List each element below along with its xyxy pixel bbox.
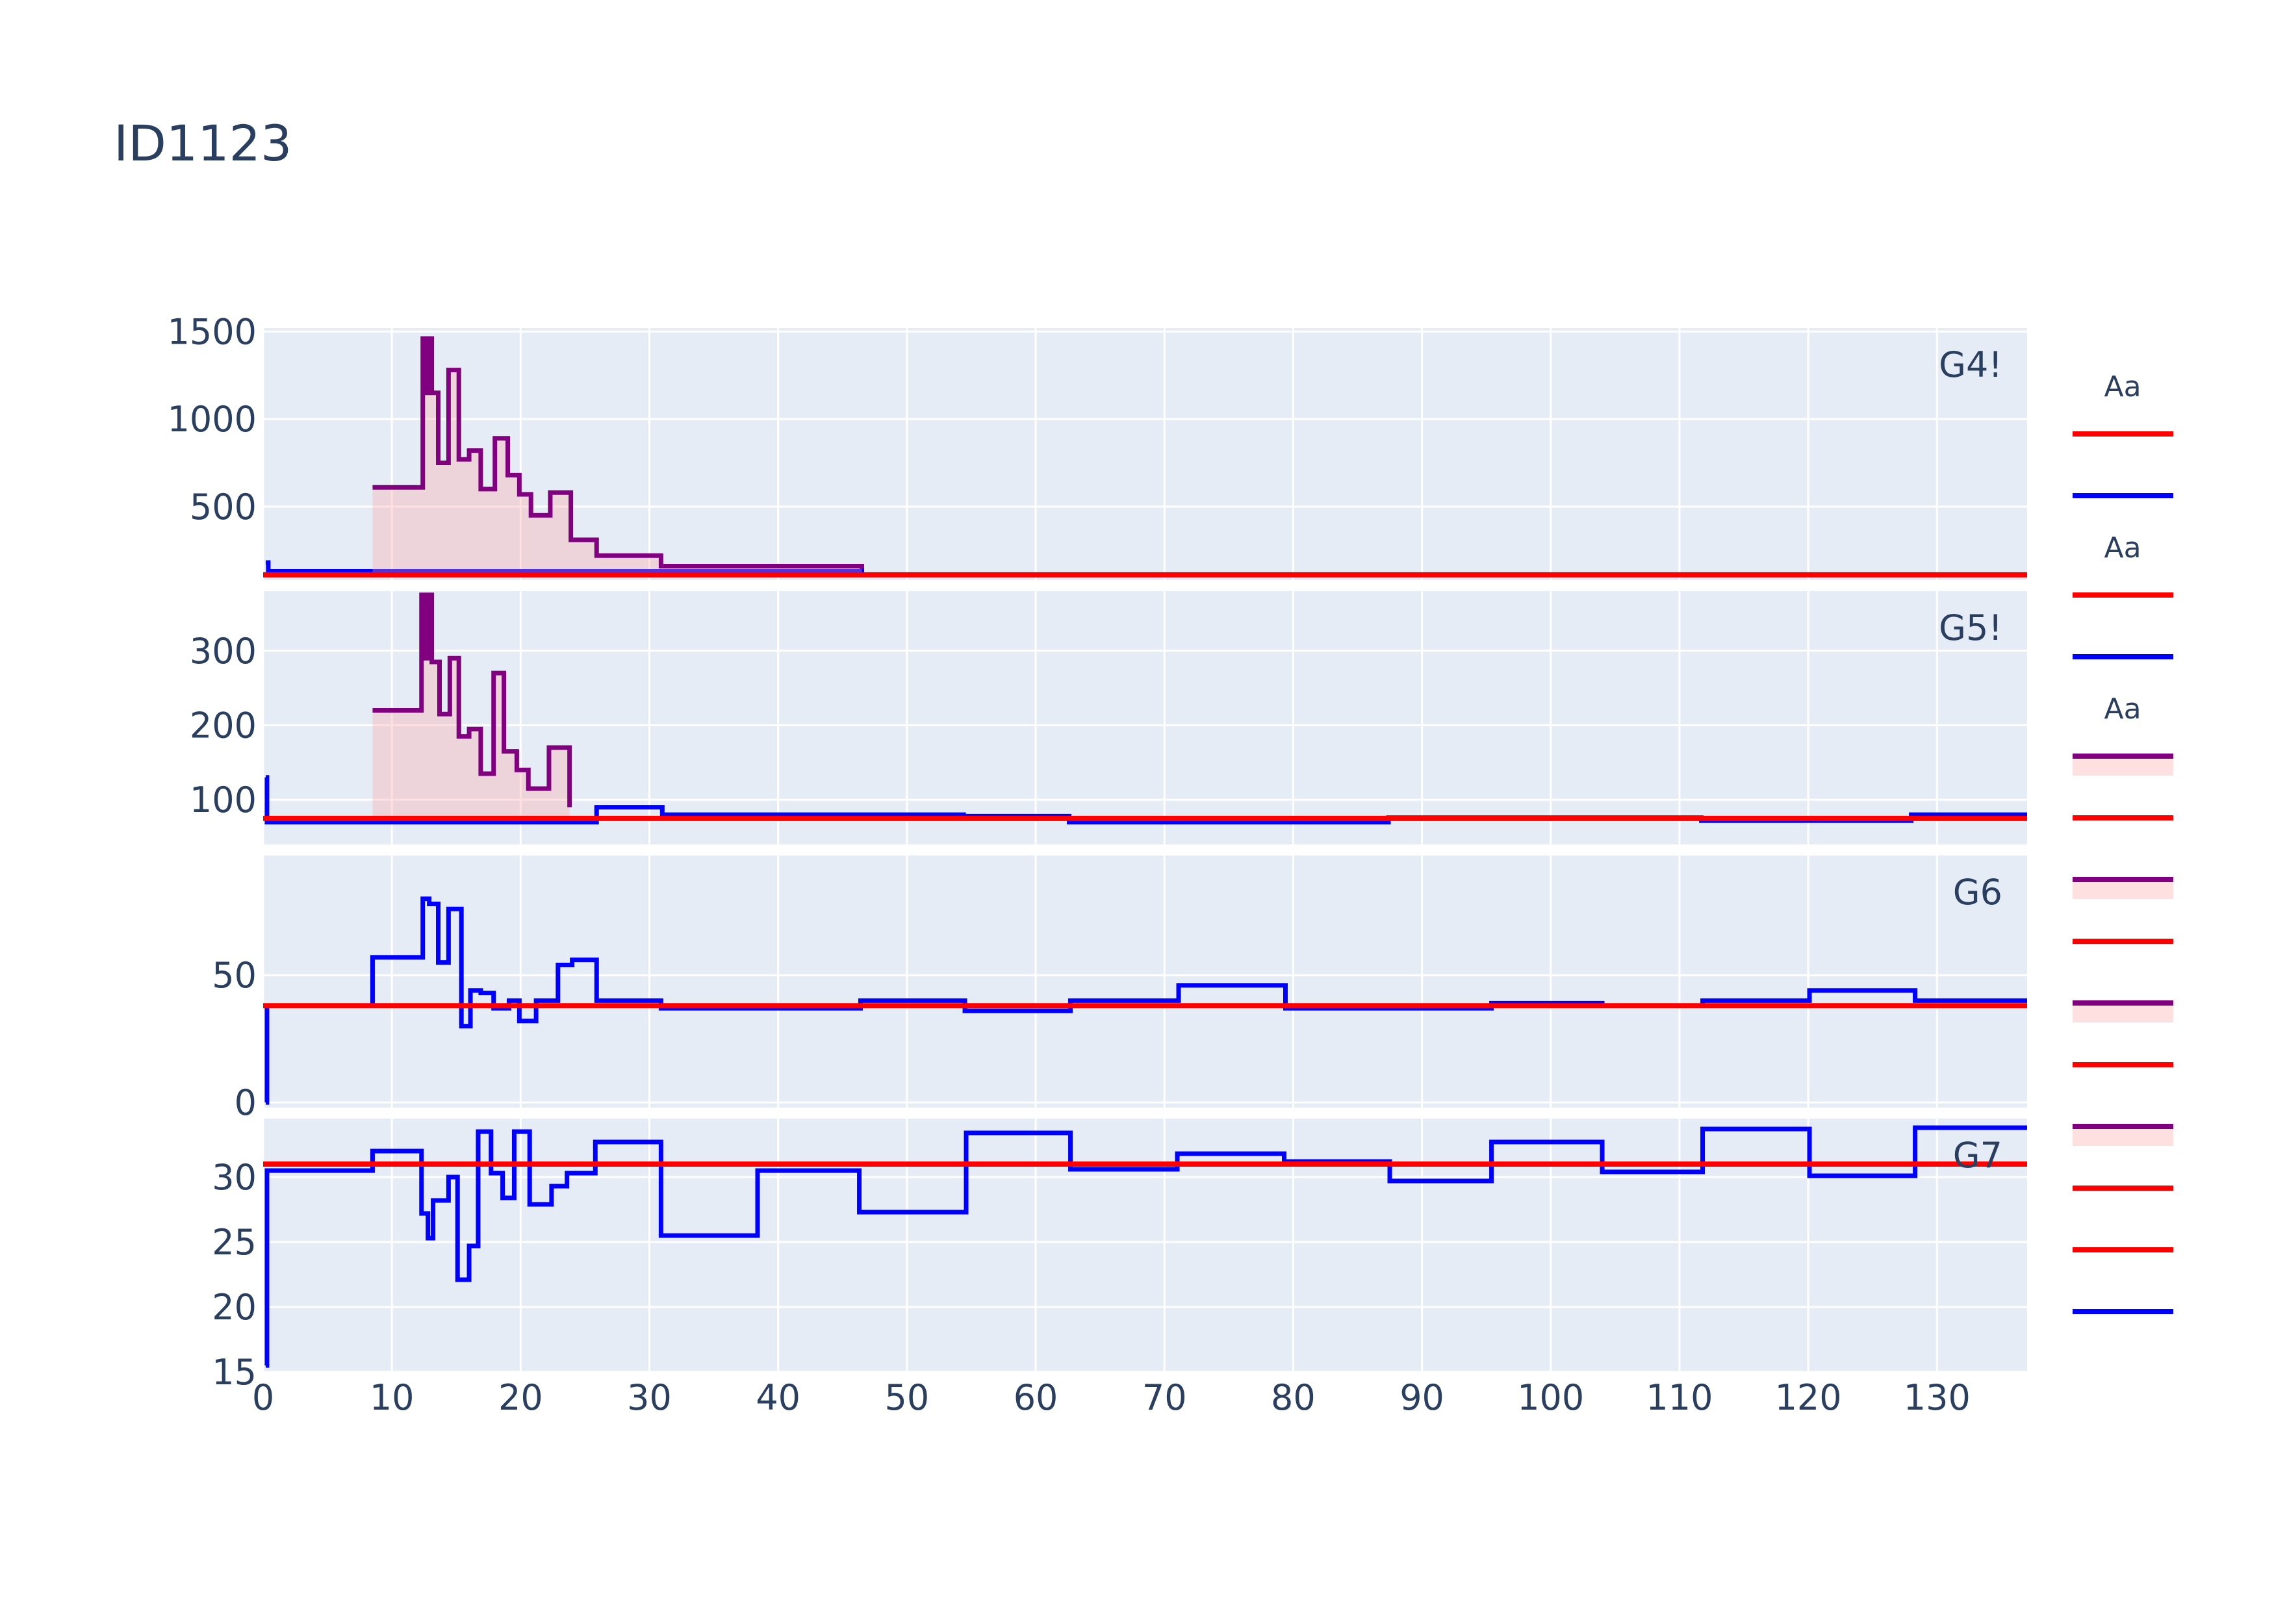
x-tick-label: 10 <box>370 1377 415 1418</box>
panel-label: G6 <box>1953 872 2002 913</box>
y-tick-label: 50 <box>212 955 257 996</box>
x-tick-label: 80 <box>1271 1377 1316 1418</box>
series-fill <box>372 338 862 575</box>
x-tick-label: 100 <box>1517 1377 1584 1418</box>
y-tick-label: 100 <box>190 780 257 820</box>
legend-swatch-fill <box>2073 880 2173 899</box>
y-tick-label: 200 <box>190 705 257 746</box>
y-tick-label: 25 <box>212 1222 257 1263</box>
panel-label: G4! <box>1939 344 2002 385</box>
legend-title: Aa <box>2104 370 2141 403</box>
x-tick-label: 130 <box>1904 1377 1971 1418</box>
plot-background <box>263 856 2027 1108</box>
panel-3: 0 50 G6 <box>212 856 2027 1123</box>
series-line-1 <box>264 1125 2027 1368</box>
panel-4: 15 20 25 30 G7 <box>212 1119 2027 1393</box>
x-tick-label: 50 <box>885 1377 930 1418</box>
x-tick-label: 20 <box>498 1377 543 1418</box>
panel-label: G5! <box>1939 607 2002 648</box>
legend-swatch-fill <box>2073 1126 2173 1146</box>
panels: 500 1000 1500 G4! 100 200 300 G5! 0 50 G6 15 20 25 30 G… <box>168 311 2027 1393</box>
y-tick-label: 0 <box>235 1082 257 1123</box>
series-line-2 <box>372 592 572 807</box>
x-tick-label: 70 <box>1142 1377 1187 1418</box>
y-tick-label: 15 <box>212 1352 257 1393</box>
legend: Aa Aa Aa <box>2073 370 2173 1314</box>
x-tick-label: 110 <box>1646 1377 1713 1418</box>
panel-1: 500 1000 1500 G4! <box>168 311 2027 580</box>
plot-background <box>263 1119 2027 1372</box>
y-tick-label: 500 <box>190 487 257 527</box>
plot-background <box>263 591 2027 844</box>
chart-title: ID1123 <box>114 114 292 172</box>
x-tick-label: 30 <box>627 1377 672 1418</box>
y-tick-label: 1000 <box>168 399 257 440</box>
series-line-1 <box>265 560 865 574</box>
y-tick-label: 30 <box>212 1157 257 1198</box>
legend-swatch-fill <box>2073 1003 2173 1022</box>
x-tick-label: 90 <box>1399 1377 1444 1418</box>
y-tick-label: 20 <box>212 1287 257 1328</box>
plot-background <box>263 328 2027 580</box>
y-tick-label: 1500 <box>168 311 257 352</box>
x-axis: 0 10 20 30 40 50 60 70 80 90 100 110 120 130 <box>252 1377 1971 1418</box>
y-tick-label: 300 <box>190 631 257 672</box>
panel-2: 100 200 300 G5! <box>190 591 2027 844</box>
series-line-2 <box>372 336 865 569</box>
x-tick-label: 60 <box>1014 1377 1058 1418</box>
x-tick-label: 120 <box>1775 1377 1842 1418</box>
panel-label: G7 <box>1953 1135 2002 1176</box>
legend-title: Aa <box>2104 531 2141 565</box>
x-tick-label: 40 <box>756 1377 800 1418</box>
x-tick-label: 0 <box>252 1377 274 1418</box>
legend-swatch-fill <box>2073 756 2173 776</box>
legend-title: Aa <box>2104 692 2141 726</box>
